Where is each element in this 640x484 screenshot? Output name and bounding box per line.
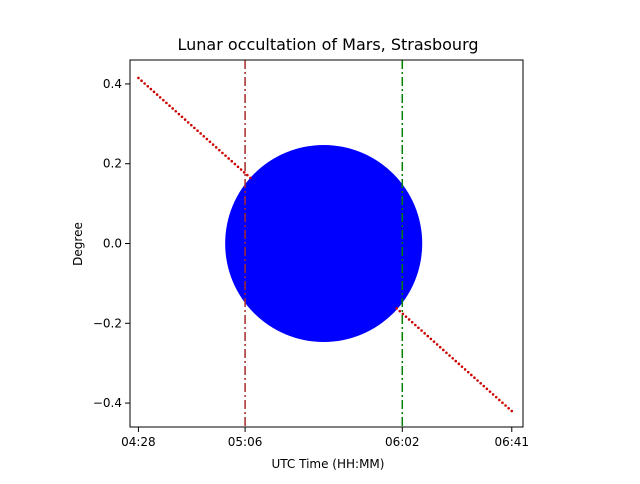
mars-track-point [218, 148, 221, 152]
mars-track-point [457, 362, 461, 366]
mars-track-point [221, 151, 224, 155]
mars-track-point [208, 140, 212, 144]
mars-track-point [494, 395, 498, 399]
mars-track-point [193, 126, 196, 130]
mars-track-point [451, 357, 454, 360]
mars-track-point [183, 118, 187, 121]
mars-track-point [152, 90, 156, 94]
mars-track-point [442, 348, 445, 352]
y-tick-label: 0.0 [103, 237, 122, 251]
mars-track-point [463, 368, 467, 371]
mars-track-point [146, 84, 150, 88]
mars-track-point [165, 101, 168, 105]
mars-track-point [485, 387, 489, 391]
mars-track-point [473, 376, 476, 380]
mars-track-point [420, 329, 423, 332]
plot-area [137, 60, 514, 427]
mars-track-point [476, 379, 479, 382]
x-tick-label: 06:41 [494, 435, 529, 449]
mars-track-point [435, 343, 439, 346]
mars-track-point [448, 354, 451, 357]
mars-track-point [162, 98, 165, 102]
mars-track-point [239, 168, 243, 171]
mars-track-point [224, 154, 227, 157]
mars-track-point [180, 115, 184, 119]
mars-track-point [432, 340, 436, 343]
mars-track-point [143, 82, 146, 85]
mars-track-point [242, 171, 246, 174]
mars-track-point [460, 365, 464, 368]
y-tick-label: −0.4 [93, 396, 122, 410]
mars-track-point [199, 132, 202, 135]
y-axis-label: Degree [71, 222, 85, 266]
mars-track-point [454, 359, 458, 363]
mars-track-point [211, 143, 215, 146]
mars-track-point [401, 312, 405, 316]
mars-track-point [177, 112, 181, 116]
mars-track-point [417, 326, 420, 330]
mars-track-point [395, 307, 398, 310]
mars-track-point [498, 398, 501, 402]
mars-track-point [407, 318, 411, 321]
mars-track-point [230, 159, 234, 163]
mars-track-point [249, 176, 252, 180]
mars-track-point [137, 76, 140, 80]
mars-track-point [491, 393, 495, 396]
mars-track-point [155, 93, 159, 96]
mars-track-point [414, 323, 417, 327]
mars-track-point [438, 345, 442, 349]
x-tick-label: 04:28 [121, 435, 156, 449]
y-tick-label: 0.2 [103, 157, 122, 171]
mars-track-point [214, 146, 218, 149]
mars-track-point [158, 96, 162, 99]
mars-track-point [202, 134, 206, 138]
mars-track-point [233, 162, 237, 166]
mars-track-point [501, 401, 504, 405]
mars-track-point [445, 351, 448, 355]
mars-track-point [488, 390, 492, 393]
mars-track-point [205, 137, 209, 141]
mars-track-point [504, 404, 507, 407]
mars-track-point [186, 121, 190, 124]
mars-track-point [227, 157, 230, 160]
plot-content [137, 60, 514, 427]
y-tick-label: 0.4 [103, 77, 122, 91]
mars-track-point [482, 384, 486, 388]
chart-title: Lunar occultation of Mars, Strasbourg [177, 35, 478, 54]
x-tick-label: 06:02 [385, 435, 420, 449]
mars-track-point [507, 406, 510, 410]
mars-track-point [168, 104, 171, 108]
x-tick-label: 05:06 [228, 435, 263, 449]
mars-track-point [196, 129, 199, 132]
mars-track-point [426, 334, 430, 338]
mars-track-point [510, 409, 514, 413]
axes: 04:28 05:06 06:02 06:41 0.4 0.2 0.0 −0.2 −0.4 [93, 59, 529, 449]
mars-track-point [140, 79, 143, 83]
mars-track-point [171, 107, 174, 110]
mars-track-point [190, 123, 193, 127]
mars-track-point [429, 337, 433, 341]
mars-track-point [423, 332, 426, 335]
moon-disc [225, 144, 423, 343]
mars-track-point [236, 165, 240, 169]
mars-track-point [398, 309, 402, 313]
mars-track-point [470, 373, 473, 377]
mars-track-point [404, 315, 408, 318]
mars-track-point [149, 87, 153, 91]
mars-track-point [479, 381, 482, 385]
mars-track-point [174, 109, 178, 113]
x-axis-label: UTC Time (HH:MM) [272, 457, 385, 471]
mars-track-point [466, 370, 470, 374]
mars-track-point [246, 173, 249, 177]
y-tick-label: −0.2 [93, 316, 122, 330]
mars-track-point [410, 320, 414, 324]
